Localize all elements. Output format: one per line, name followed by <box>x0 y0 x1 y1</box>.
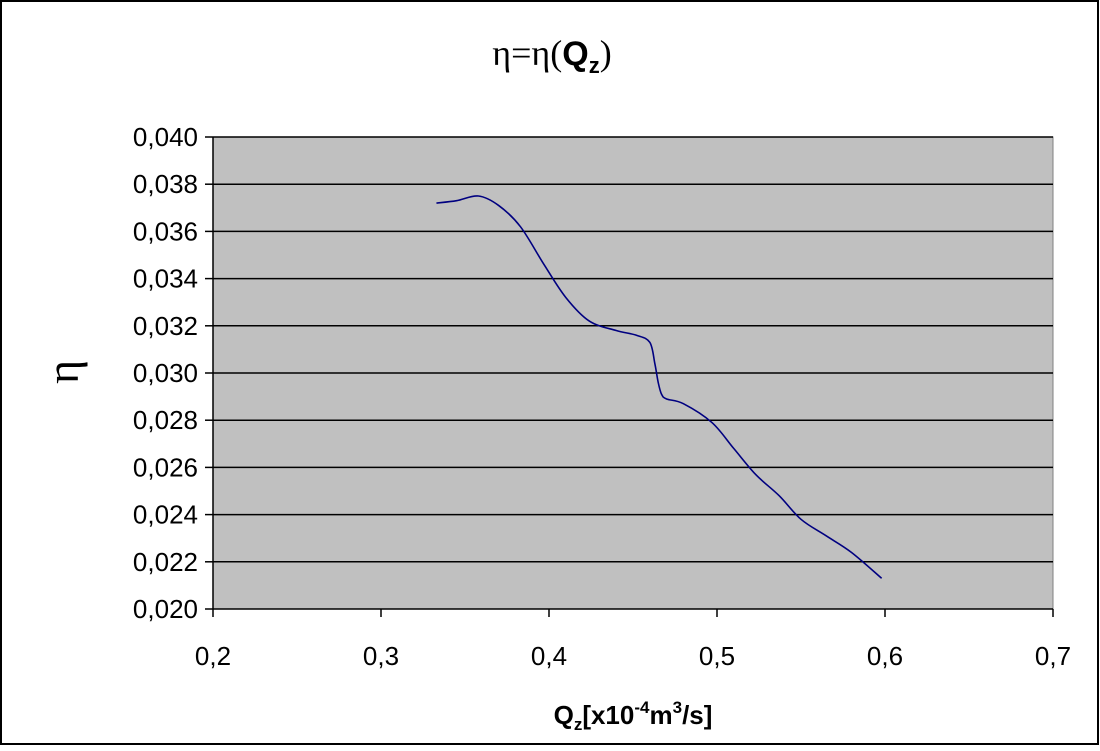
x-tick-label: 0,3 <box>363 641 399 671</box>
x-tick-label: 0,4 <box>531 641 567 671</box>
y-tick-label: 0,028 <box>133 405 198 435</box>
series-layer <box>436 195 883 579</box>
y-axis-ticks: 0,020 0,022 0,024 0,026 0,028 0,030 0,032 0,034… <box>133 122 214 624</box>
x-tick-label: 0,6 <box>867 641 903 671</box>
chart-title-var: Q <box>562 35 588 73</box>
x-axis-label-part1: [x10 <box>582 700 634 730</box>
x-tick-label: 0,2 <box>195 641 231 671</box>
y-tick-label: 0,034 <box>133 264 198 294</box>
y-tick-label: 0,022 <box>133 547 198 577</box>
y-tick-label: 0,040 <box>133 122 198 152</box>
chart-title-suffix: ) <box>600 33 612 73</box>
chart-title-prefix: η=η( <box>492 33 562 73</box>
y-tick-label: 0,032 <box>133 311 198 341</box>
x-tick-label: 0,7 <box>1035 641 1071 671</box>
x-axis-label-sub: z <box>574 715 583 734</box>
x-axis-label-part2: m <box>649 700 672 730</box>
x-axis-label: Qz[x10-4m3/s] <box>554 698 713 734</box>
x-axis-label-exp1: -4 <box>634 698 650 717</box>
x-axis-label-exp2: 3 <box>673 698 682 717</box>
y-tick-label: 0,036 <box>133 216 198 246</box>
series-line <box>436 195 883 579</box>
x-tick-label: 0,5 <box>699 641 735 671</box>
chart-title-var-sub: z <box>589 53 600 78</box>
x-axis-ticks: 0,2 0,3 0,4 0,5 0,6 0,7 <box>195 608 1071 671</box>
y-tick-label: 0,030 <box>133 358 198 388</box>
y-tick-label: 0,038 <box>133 169 198 199</box>
y-tick-label: 0,020 <box>133 594 198 624</box>
x-axis-label-var: Q <box>554 700 574 730</box>
y-axis-label: η <box>37 360 88 384</box>
y-tick-label: 0,024 <box>133 500 198 530</box>
x-axis-label-part3: /s] <box>682 700 712 730</box>
y-tick-label: 0,026 <box>133 452 198 482</box>
chart-title: η=η(Qz) <box>492 33 611 78</box>
gridlines <box>213 136 1053 563</box>
